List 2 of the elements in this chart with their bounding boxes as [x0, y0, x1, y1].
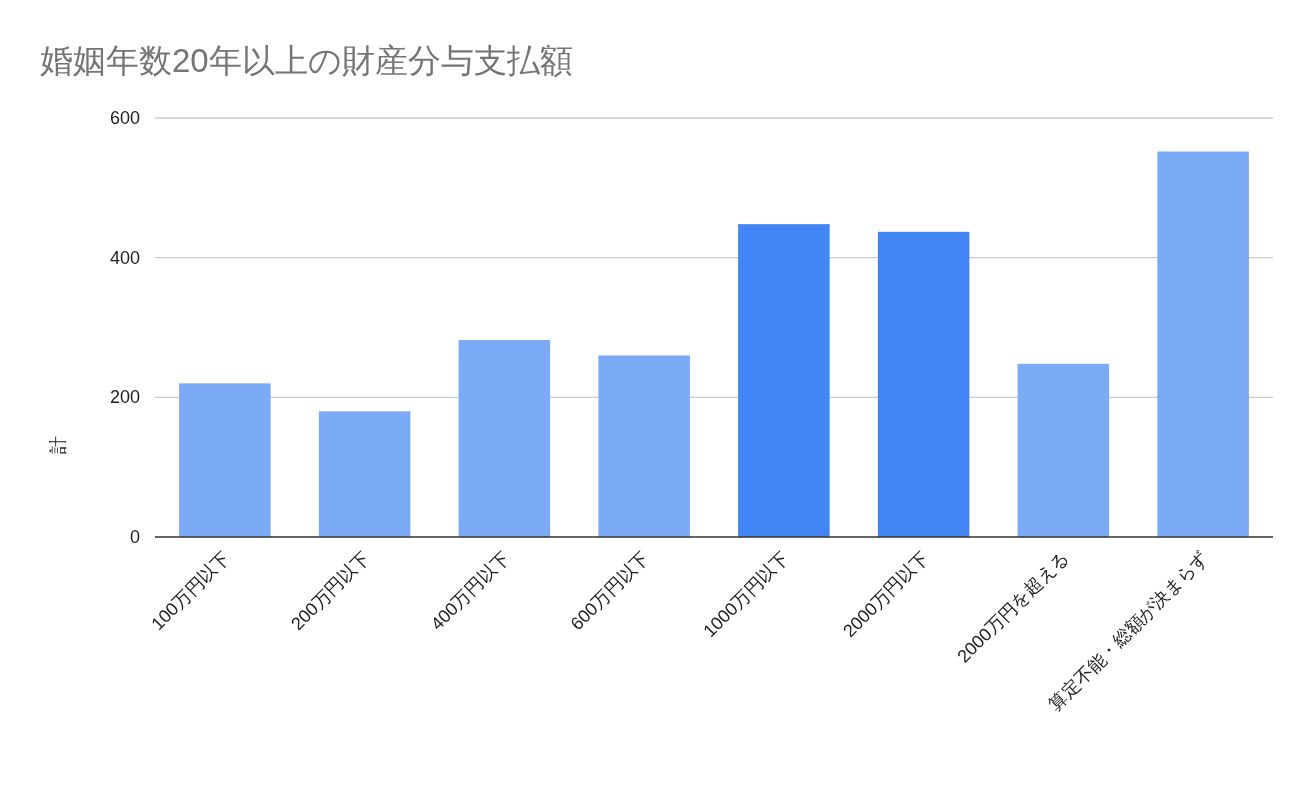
ylabel: 計	[48, 436, 68, 454]
title: 婚姻年数20年以上の財産分与支払額	[40, 42, 573, 79]
